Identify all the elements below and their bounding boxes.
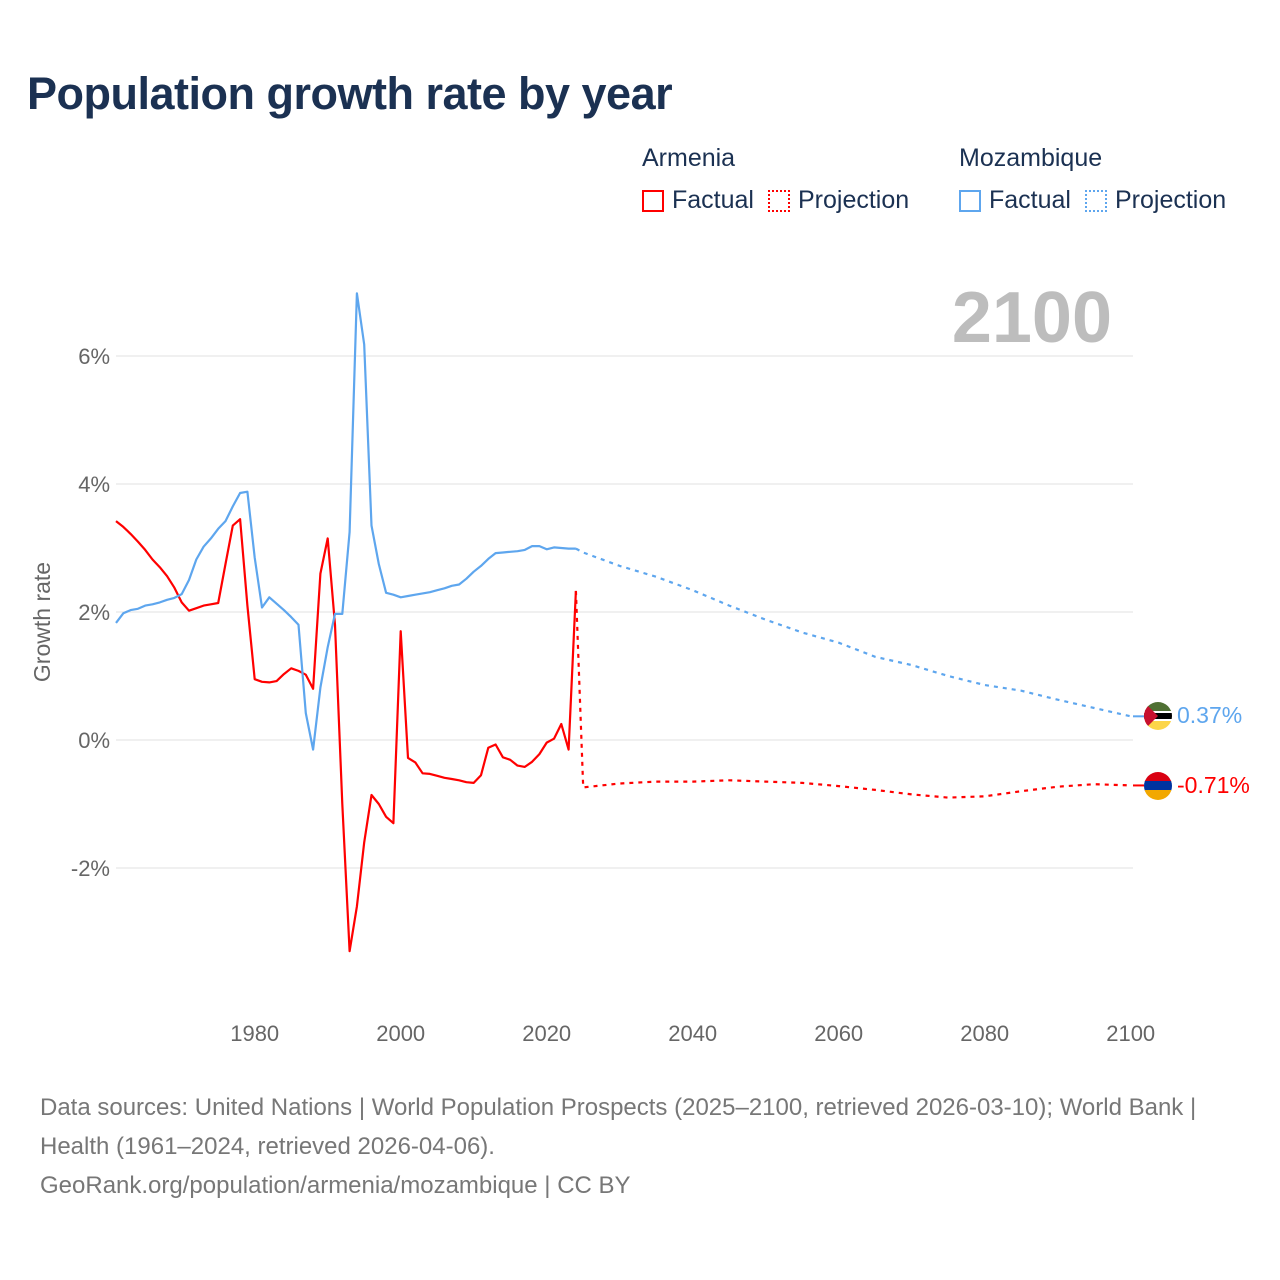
- x-tick-label: 2060: [814, 1021, 863, 1046]
- solid-swatch-icon: [642, 189, 664, 212]
- legend-label: Projection: [1114, 186, 1227, 214]
- end-label-armenia: -0.71%: [1177, 772, 1250, 798]
- legend-mozambique-projection[interactable]: Projection: [1084, 186, 1227, 215]
- legend-label: Factual: [672, 186, 754, 214]
- y-tick-label: 4%: [78, 472, 110, 497]
- legend-label: Factual: [989, 186, 1071, 214]
- y-tick-label: 6%: [78, 344, 110, 369]
- solid-swatch-icon: [959, 189, 981, 212]
- x-tick-label: 2080: [960, 1021, 1009, 1046]
- x-tick-label: 2000: [376, 1021, 425, 1046]
- x-tick-label: 2040: [668, 1021, 717, 1046]
- armenia-projection-line: [574, 590, 1131, 799]
- legend-label: Projection: [797, 186, 910, 214]
- chart-title: Population growth rate by year: [27, 68, 673, 119]
- armenia-factual-line: [115, 518, 577, 953]
- x-tick-label: 1980: [230, 1021, 279, 1046]
- legend-armenia-projection[interactable]: Projection: [767, 186, 910, 215]
- data-sources: Data sources: United Nations | World Pop…: [40, 1094, 1197, 1160]
- legend-mozambique: Factual Projection: [959, 186, 1240, 215]
- y-tick-label: 2%: [78, 600, 110, 625]
- legend-armenia: Factual Projection: [642, 186, 923, 215]
- end-label-mozambique: 0.37%: [1177, 702, 1242, 728]
- y-tick-label: -2%: [71, 856, 110, 881]
- dotted-swatch-icon: [1084, 189, 1107, 212]
- source-link[interactable]: GeoRank.org/population/armenia/mozambiqu…: [40, 1172, 631, 1199]
- y-axis-label: Growth rate: [29, 562, 55, 682]
- mozambique-flag-icon: [1144, 702, 1172, 730]
- legend-armenia-factual[interactable]: Factual: [642, 186, 754, 215]
- legend-group-mozambique: Mozambique: [959, 144, 1103, 172]
- line-chart: 6%4%2%0%-2%1980 2000 2020 2040 2060 2080 2100 …: [29, 278, 1250, 1046]
- year-watermark: 2100: [952, 278, 1112, 358]
- legend-mozambique-factual[interactable]: Factual: [959, 186, 1071, 215]
- x-tick-label: 2020: [522, 1021, 571, 1046]
- footer: Data sources: United Nations | World Pop…: [40, 1088, 1240, 1205]
- y-tick-label: 0%: [78, 728, 110, 753]
- dotted-swatch-icon: [767, 189, 790, 212]
- armenia-flag-icon: [1144, 772, 1172, 800]
- mozambique-projection-line: [575, 547, 1131, 718]
- legend-group-armenia: Armenia: [642, 144, 736, 172]
- x-tick-label: 2100: [1106, 1021, 1155, 1046]
- mozambique-factual-line: [115, 292, 576, 751]
